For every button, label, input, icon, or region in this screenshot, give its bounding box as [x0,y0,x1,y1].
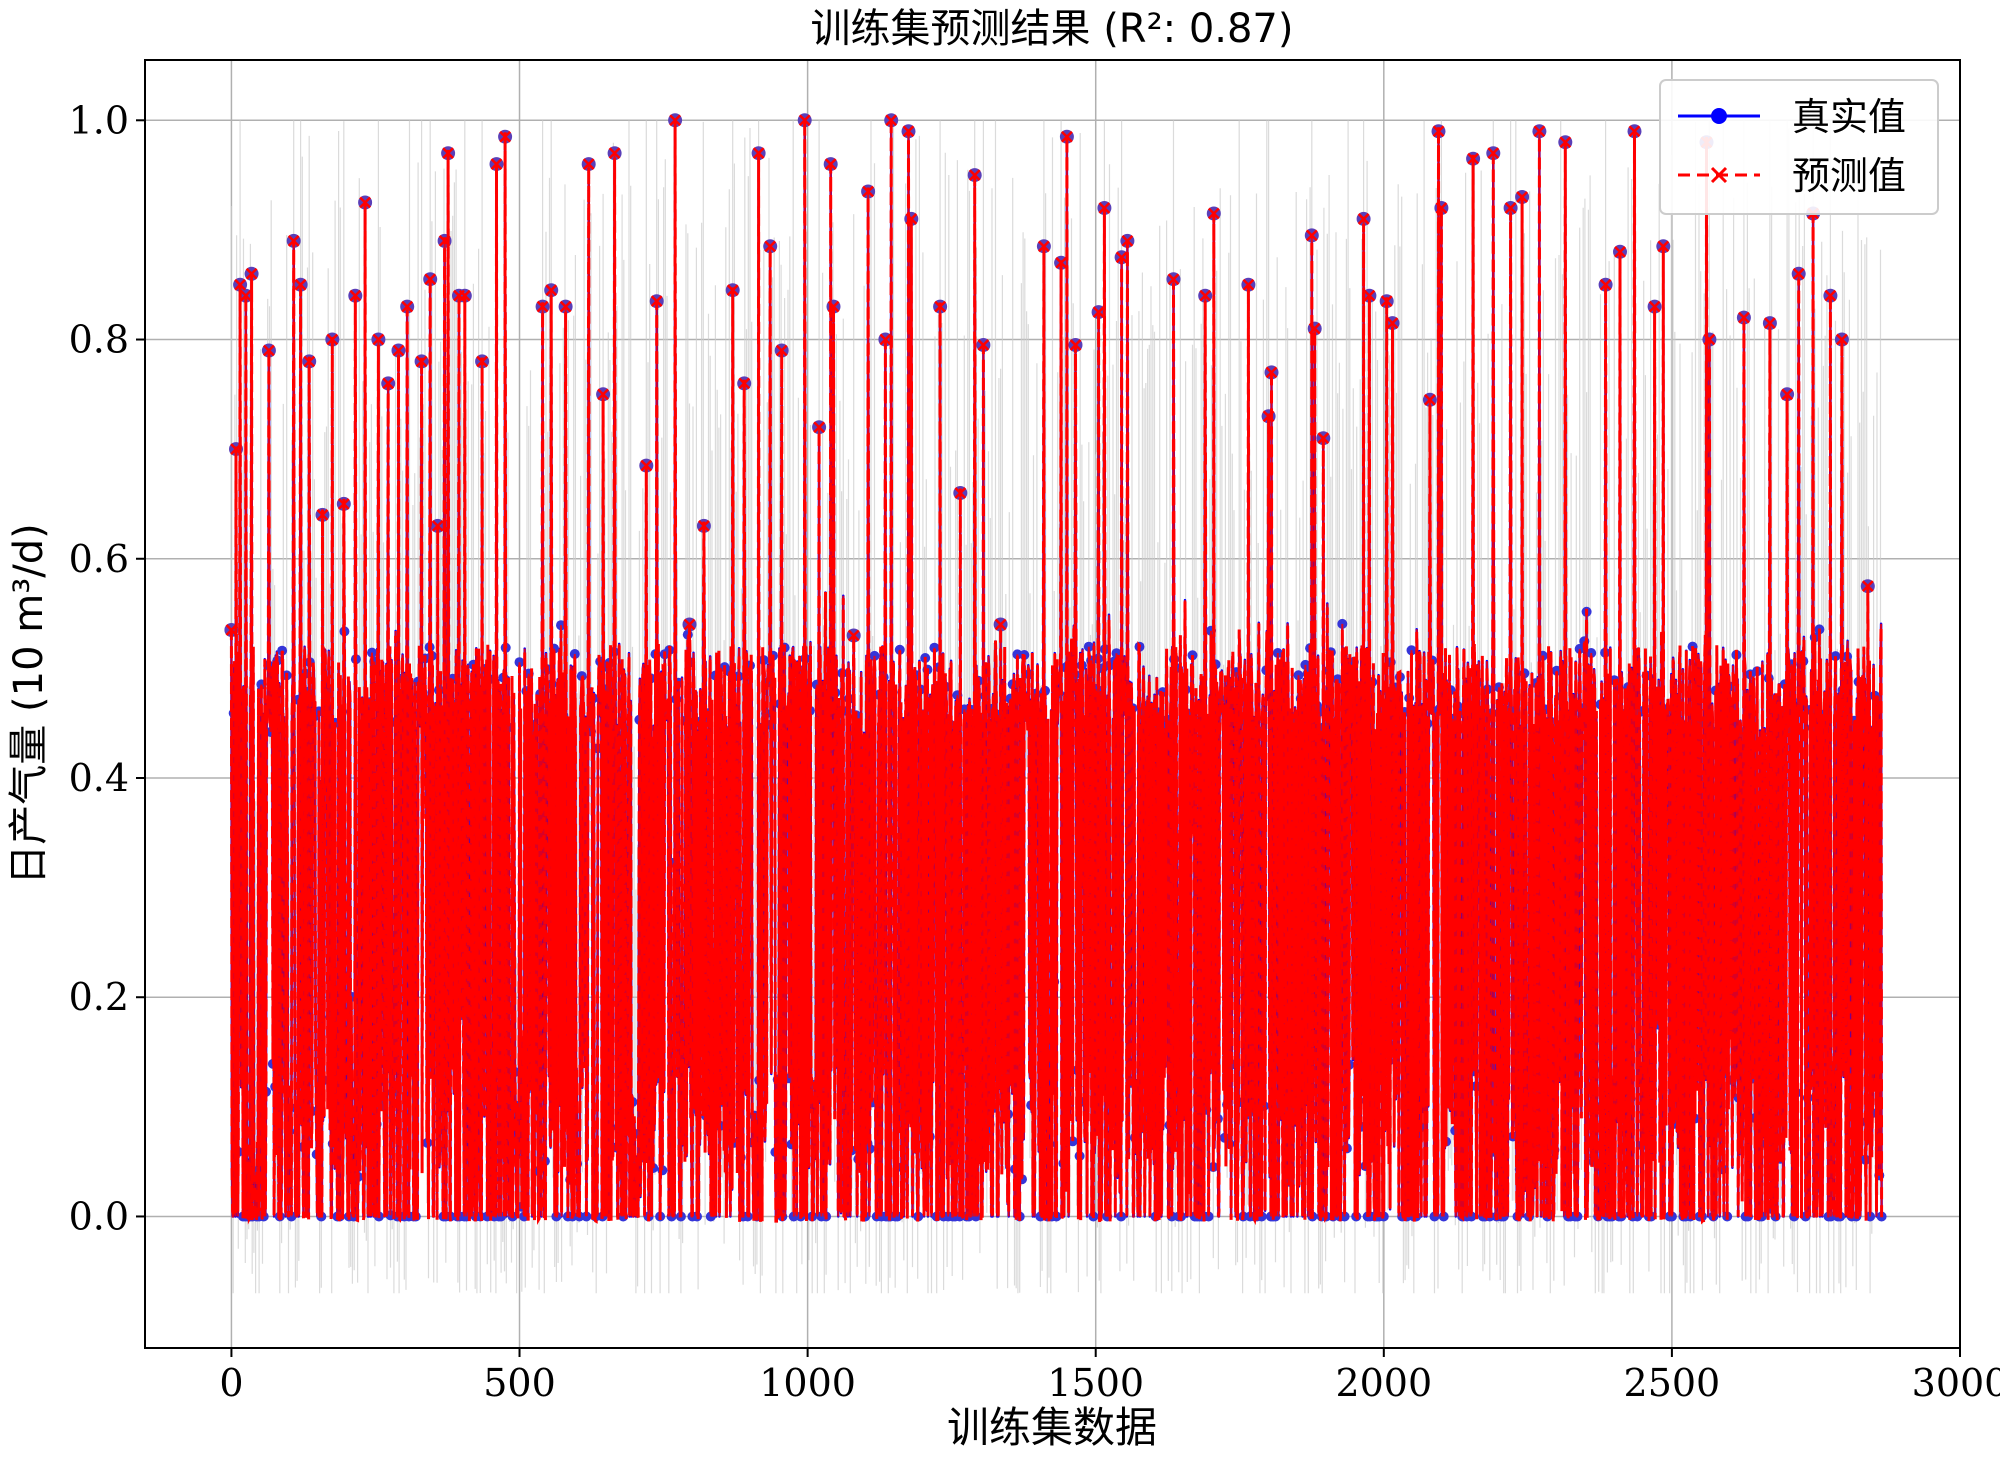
x-tick-label: 3000 [1912,1361,2000,1405]
y-tick-label: 0.2 [69,975,129,1019]
data-series [224,113,1887,1226]
legend-label-actual: 真实值 [1792,95,1906,139]
x-tick-label: 0 [219,1361,243,1405]
legend: 真实值 预测值 [1659,79,1939,215]
legend-label-predicted: 预测值 [1792,154,1906,198]
y-tick-label: 0.8 [69,318,129,362]
y-axis-label: 日产气量 (10 m³/d) [6,523,52,884]
legend-marker-circle [1711,108,1727,124]
x-tick-label: 2000 [1335,1361,1432,1405]
x-tick-label: 2500 [1624,1361,1721,1405]
y-tick-label: 0.4 [69,756,129,800]
chart-title: 训练集预测结果 (R²: 0.87) [810,6,1293,52]
x-tick-label: 1000 [759,1361,856,1405]
x-axis-label: 训练集数据 [947,1403,1157,1452]
y-tick-label: 1.0 [69,98,129,142]
y-tick-label: 0.0 [69,1194,129,1238]
x-tick-label: 1500 [1047,1361,1144,1405]
x-tick-label: 500 [483,1361,556,1405]
y-tick-label: 0.6 [69,537,129,581]
